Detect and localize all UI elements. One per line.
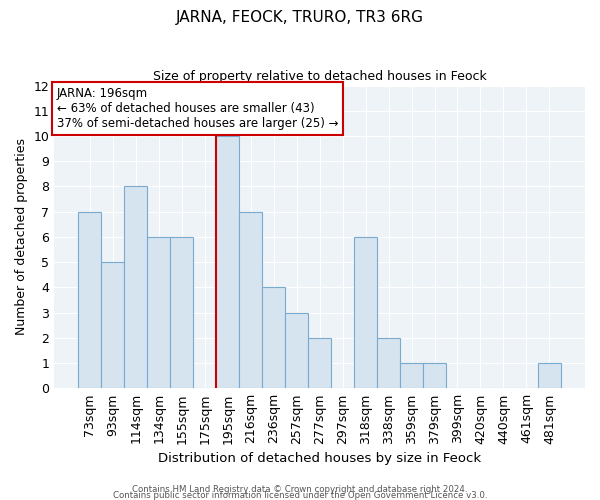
Bar — [423, 363, 446, 388]
Bar — [148, 237, 170, 388]
Bar — [377, 338, 400, 388]
X-axis label: Distribution of detached houses by size in Feock: Distribution of detached houses by size … — [158, 452, 481, 465]
Title: Size of property relative to detached houses in Feock: Size of property relative to detached ho… — [153, 70, 487, 83]
Bar — [400, 363, 423, 388]
Bar — [170, 237, 193, 388]
Bar — [285, 312, 308, 388]
Text: Contains public sector information licensed under the Open Government Licence v3: Contains public sector information licen… — [113, 490, 487, 500]
Bar — [308, 338, 331, 388]
Bar — [262, 288, 285, 388]
Y-axis label: Number of detached properties: Number of detached properties — [15, 138, 28, 336]
Text: Contains HM Land Registry data © Crown copyright and database right 2024.: Contains HM Land Registry data © Crown c… — [132, 484, 468, 494]
Bar — [101, 262, 124, 388]
Bar — [216, 136, 239, 388]
Bar — [79, 212, 101, 388]
Bar — [124, 186, 148, 388]
Bar — [354, 237, 377, 388]
Text: JARNA: 196sqm
← 63% of detached houses are smaller (43)
37% of semi-detached hou: JARNA: 196sqm ← 63% of detached houses a… — [57, 87, 338, 130]
Bar — [538, 363, 561, 388]
Bar — [239, 212, 262, 388]
Text: JARNA, FEOCK, TRURO, TR3 6RG: JARNA, FEOCK, TRURO, TR3 6RG — [176, 10, 424, 25]
